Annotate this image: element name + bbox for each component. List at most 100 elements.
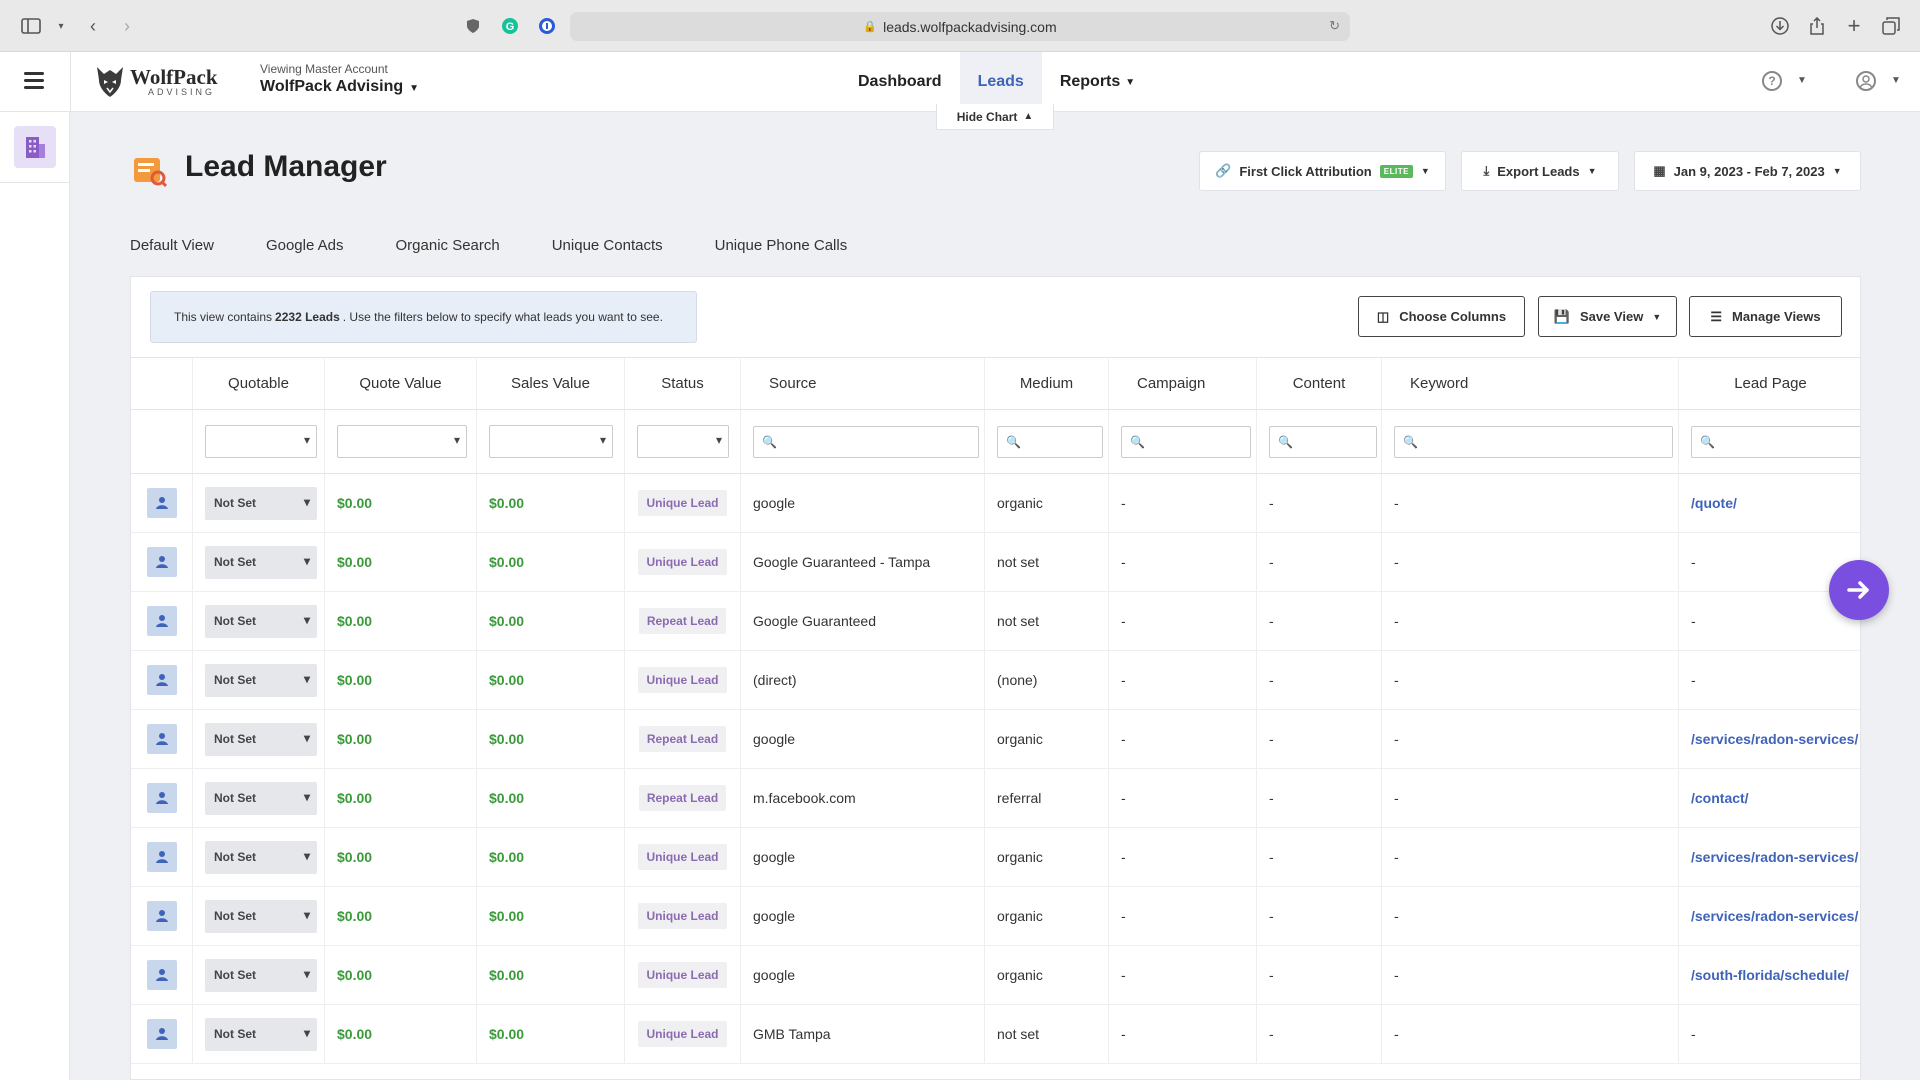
account-switcher[interactable]: Viewing Master Account WolfPack Advising…: [260, 62, 419, 96]
tab-unique-contacts[interactable]: Unique Contacts: [551, 237, 663, 254]
attribution-button[interactable]: 🔗 First Click Attribution ELITE ▼: [1199, 151, 1446, 191]
quotable-select[interactable]: Not Set: [205, 545, 317, 579]
keyword-search-input[interactable]: 🔍: [1394, 425, 1673, 458]
quotable-select[interactable]: Not Set: [205, 722, 317, 756]
header-lead-page[interactable]: Lead Page: [1678, 358, 1860, 409]
tab-unique-phone-calls[interactable]: Unique Phone Calls: [714, 237, 848, 254]
address-bar[interactable]: 🔒 leads.wolfpackadvising.com ↻: [570, 12, 1350, 41]
reload-icon[interactable]: ↻: [1329, 18, 1340, 33]
header-quotable[interactable]: Quotable: [192, 358, 324, 409]
quote-value-filter-select[interactable]: [337, 425, 467, 458]
lead-page-search-field[interactable]: [1718, 434, 1860, 449]
quotable-select[interactable]: Not Set: [205, 486, 317, 520]
tabs-overview-icon[interactable]: [1878, 13, 1904, 39]
campaign-search-input[interactable]: 🔍: [1121, 425, 1251, 458]
table-row[interactable]: Not Set $0.00 $0.00 Unique Lead (direct)…: [131, 651, 1860, 710]
lead-page-link[interactable]: /quote/: [1691, 495, 1737, 511]
user-icon[interactable]: [146, 1019, 177, 1049]
shield-icon[interactable]: [460, 13, 486, 39]
header-keyword[interactable]: Keyword: [1381, 358, 1678, 409]
next-arrow-button[interactable]: [1829, 560, 1889, 620]
user-icon[interactable]: [146, 606, 177, 636]
table-row[interactable]: Not Set $0.00 $0.00 Unique Lead google o…: [131, 828, 1860, 887]
share-icon[interactable]: [1804, 13, 1830, 39]
user-icon[interactable]: [146, 901, 177, 931]
table-row[interactable]: Not Set $0.00 $0.00 Unique Lead google o…: [131, 474, 1860, 533]
table-row[interactable]: Not Set $0.00 $0.00 Repeat Lead Google G…: [131, 592, 1860, 651]
table-row[interactable]: Not Set $0.00 $0.00 Repeat Lead m.facebo…: [131, 769, 1860, 828]
downloads-icon[interactable]: [1767, 13, 1793, 39]
chevron-down-icon[interactable]: ▾: [58, 20, 64, 32]
user-icon[interactable]: [146, 724, 177, 754]
user-caret-icon[interactable]: ▼: [1891, 75, 1901, 86]
sidebar-toggle-icon[interactable]: [18, 13, 44, 39]
quotable-select[interactable]: Not Set: [205, 663, 317, 697]
content-search-input[interactable]: 🔍: [1269, 425, 1377, 458]
table-row[interactable]: Not Set $0.00 $0.00 Repeat Lead google o…: [131, 710, 1860, 769]
table-row[interactable]: Not Set $0.00 $0.00 Unique Lead Google G…: [131, 533, 1860, 592]
medium-search-input[interactable]: 🔍: [997, 425, 1103, 458]
campaign-search-field[interactable]: [1148, 434, 1250, 449]
lead-page-link[interactable]: /services/radon-services/: [1691, 908, 1859, 924]
sales-value-filter-select[interactable]: [489, 425, 613, 458]
tab-default-view[interactable]: Default View: [130, 237, 214, 254]
grammarly-icon[interactable]: G: [497, 13, 523, 39]
header-source[interactable]: Source: [740, 358, 984, 409]
user-icon[interactable]: [146, 488, 177, 518]
user-account-icon[interactable]: [1856, 71, 1876, 91]
lead-page-link[interactable]: /contact/: [1691, 790, 1749, 806]
keyword-cell: -: [1381, 1005, 1678, 1063]
tab-organic-search[interactable]: Organic Search: [395, 237, 500, 254]
medium-search-field[interactable]: [1024, 434, 1102, 449]
header-content[interactable]: Content: [1256, 358, 1381, 409]
save-view-button[interactable]: 💾 Save View ▼: [1538, 296, 1677, 337]
header-sales-value[interactable]: Sales Value: [476, 358, 624, 409]
quotable-select[interactable]: Not Set: [205, 1017, 317, 1051]
manage-views-button[interactable]: ☰ Manage Views: [1689, 296, 1842, 337]
lead-page-link[interactable]: /services/radon-services/: [1691, 731, 1859, 747]
logo[interactable]: WolfPack ADVISING: [94, 64, 218, 100]
nav-reports[interactable]: Reports ▼: [1042, 52, 1153, 112]
status-filter-select[interactable]: [637, 425, 729, 458]
lead-page-link[interactable]: /services/radon-services/: [1691, 849, 1859, 865]
quotable-filter-select[interactable]: [205, 425, 317, 458]
source-search-field[interactable]: [780, 434, 976, 449]
table-row[interactable]: Not Set $0.00 $0.00 Unique Lead google o…: [131, 946, 1860, 1005]
quotable-select[interactable]: Not Set: [205, 899, 317, 933]
table-row[interactable]: Not Set $0.00 $0.00 Unique Lead google o…: [131, 887, 1860, 946]
keyword-search-field[interactable]: [1421, 434, 1665, 449]
back-icon[interactable]: ‹: [90, 15, 96, 36]
user-icon[interactable]: [146, 960, 177, 990]
nav-leads[interactable]: Leads: [959, 52, 1042, 112]
user-icon[interactable]: [146, 783, 177, 813]
user-icon[interactable]: [146, 665, 177, 695]
export-leads-button[interactable]: ⤓ Export Leads ▼: [1461, 151, 1619, 191]
lead-page-link[interactable]: /south-florida/schedule/: [1691, 967, 1849, 983]
help-caret-icon[interactable]: ▼: [1797, 75, 1807, 86]
table-row[interactable]: Not Set $0.00 $0.00 Unique Lead GMB Tamp…: [131, 1005, 1860, 1064]
nav-dashboard[interactable]: Dashboard: [840, 52, 960, 112]
choose-columns-button[interactable]: ◫ Choose Columns: [1358, 296, 1525, 337]
user-icon[interactable]: [146, 547, 177, 577]
forward-icon[interactable]: ›: [124, 15, 130, 36]
header-medium[interactable]: Medium: [984, 358, 1108, 409]
quotable-select[interactable]: Not Set: [205, 840, 317, 874]
lead-page-search-input[interactable]: 🔍: [1691, 425, 1860, 458]
content-search-field[interactable]: [1296, 434, 1376, 449]
new-tab-icon[interactable]: +: [1847, 13, 1861, 38]
menu-icon[interactable]: [24, 72, 44, 90]
header-campaign[interactable]: Campaign: [1108, 358, 1256, 409]
header-status[interactable]: Status: [624, 358, 740, 409]
tab-google-ads[interactable]: Google Ads: [265, 237, 344, 254]
sidebar-item-accounts[interactable]: [14, 126, 56, 168]
header-quote-value[interactable]: Quote Value: [324, 358, 476, 409]
help-icon[interactable]: ?: [1762, 71, 1782, 91]
quotable-select[interactable]: Not Set: [205, 604, 317, 638]
hide-chart-button[interactable]: Hide Chart ▲: [936, 104, 1054, 130]
quotable-select[interactable]: Not Set: [205, 958, 317, 992]
quotable-select[interactable]: Not Set: [205, 781, 317, 815]
date-range-picker[interactable]: ▦ Jan 9, 2023 - Feb 7, 2023 ▼: [1634, 151, 1861, 191]
source-search-input[interactable]: 🔍: [753, 425, 979, 458]
password-manager-icon[interactable]: [534, 13, 560, 39]
user-icon[interactable]: [146, 842, 177, 872]
